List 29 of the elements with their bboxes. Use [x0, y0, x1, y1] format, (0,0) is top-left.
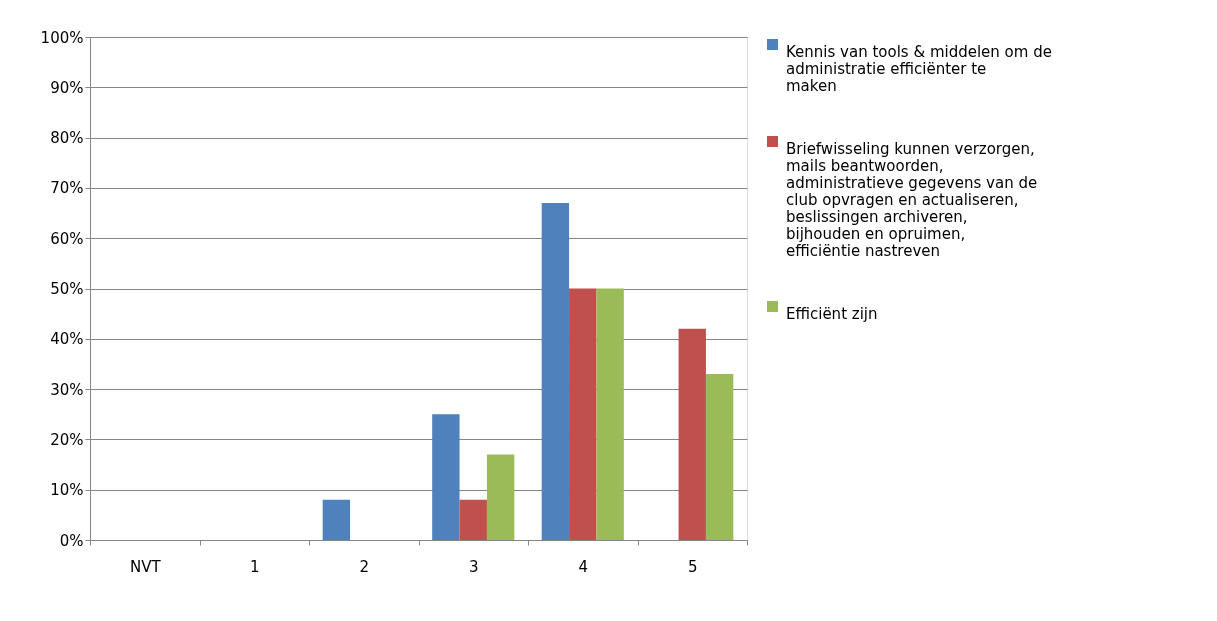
y-tick-label: 10%	[50, 481, 84, 500]
bar	[459, 499, 487, 540]
bar	[432, 414, 460, 540]
y-tick-label: 70%	[50, 179, 84, 198]
x-tick-label: NVT	[129, 557, 162, 576]
bar	[678, 328, 706, 540]
x-tick-label: 5	[687, 557, 698, 576]
bar	[596, 288, 624, 540]
legend-label: Kennis van tools & middelen om de administratie efficiënter te maken	[786, 42, 1052, 95]
bar	[486, 454, 515, 540]
y-tick-label: 40%	[50, 330, 84, 349]
bar	[569, 288, 597, 540]
y-tick-label: 100%	[40, 28, 84, 47]
y-tick-label: 90%	[50, 78, 84, 97]
x-tick-label: 3	[468, 557, 479, 576]
legend-label: Efficiënt zijn	[786, 304, 878, 323]
x-tick-label: 4	[578, 557, 589, 576]
y-tick-label: 50%	[50, 280, 84, 298]
bar	[541, 202, 570, 540]
bar	[705, 374, 734, 540]
y-tick-label: 0%	[59, 531, 84, 550]
y-tick-label: 80%	[50, 129, 84, 148]
y-tick-label: 20%	[50, 430, 84, 449]
x-tick-label: 2	[359, 557, 370, 576]
legend-label: Briefwisseling kunnen verzorgen, mails beantwoorden, administratieve gegevens van de club opvragen en actualiseren, beslissingen archiveren, bijhouden en opruimen, efficiëntie nastreven	[786, 139, 1038, 260]
x-tick-label: 1	[249, 557, 260, 576]
bar	[322, 499, 351, 540]
y-tick-label: 60%	[50, 229, 84, 248]
y-tick-label: 30%	[50, 380, 84, 399]
